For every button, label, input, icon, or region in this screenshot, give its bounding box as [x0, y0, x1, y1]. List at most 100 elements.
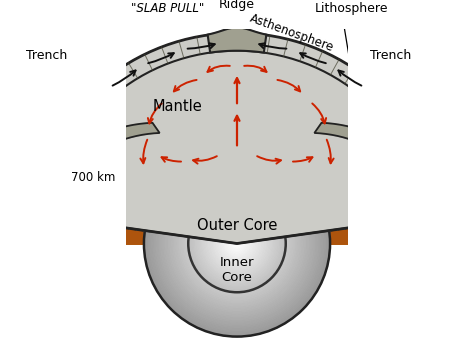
Circle shape [193, 200, 281, 288]
Wedge shape [98, 104, 376, 244]
Circle shape [201, 207, 273, 280]
Circle shape [235, 241, 239, 246]
Circle shape [218, 224, 256, 263]
Wedge shape [209, 215, 265, 244]
Wedge shape [41, 46, 433, 244]
Text: Lithosphere: Lithosphere [315, 2, 388, 15]
Wedge shape [182, 189, 292, 244]
Circle shape [209, 215, 265, 272]
Circle shape [207, 214, 267, 273]
Circle shape [212, 219, 262, 268]
Circle shape [210, 217, 264, 271]
Wedge shape [32, 38, 442, 244]
Circle shape [225, 232, 249, 255]
Wedge shape [206, 212, 268, 244]
Wedge shape [216, 223, 258, 244]
Circle shape [200, 207, 274, 280]
Circle shape [221, 228, 253, 260]
Wedge shape [203, 210, 271, 244]
Circle shape [234, 240, 240, 247]
Circle shape [192, 198, 282, 289]
Circle shape [150, 157, 324, 331]
Circle shape [218, 225, 256, 262]
Circle shape [227, 234, 247, 253]
Circle shape [202, 209, 272, 278]
Circle shape [189, 195, 285, 292]
Wedge shape [111, 118, 363, 244]
Circle shape [147, 153, 327, 333]
Circle shape [182, 189, 292, 298]
Text: Mantle: Mantle [152, 99, 202, 114]
Circle shape [228, 234, 246, 253]
Wedge shape [36, 41, 438, 244]
Wedge shape [66, 72, 408, 244]
Wedge shape [219, 225, 255, 244]
Circle shape [201, 208, 273, 279]
Wedge shape [42, 49, 432, 244]
Circle shape [209, 215, 265, 272]
Wedge shape [137, 144, 337, 244]
Wedge shape [174, 181, 300, 244]
Wedge shape [166, 173, 308, 244]
Circle shape [213, 220, 261, 267]
Text: 700 km: 700 km [71, 170, 115, 184]
Wedge shape [124, 131, 350, 244]
Circle shape [190, 196, 284, 291]
Circle shape [220, 227, 254, 260]
Circle shape [172, 178, 302, 309]
Circle shape [198, 204, 276, 283]
Circle shape [230, 236, 244, 251]
Wedge shape [129, 136, 345, 244]
Circle shape [235, 241, 239, 246]
Wedge shape [74, 81, 400, 244]
Circle shape [211, 217, 263, 269]
Circle shape [190, 197, 284, 290]
Circle shape [187, 193, 287, 294]
Circle shape [191, 198, 283, 289]
Wedge shape [106, 112, 368, 244]
Circle shape [207, 214, 267, 273]
Circle shape [173, 180, 301, 307]
Circle shape [219, 226, 255, 261]
Wedge shape [185, 191, 289, 244]
Circle shape [193, 200, 281, 287]
Wedge shape [33, 38, 441, 244]
Wedge shape [29, 36, 445, 244]
Wedge shape [40, 46, 434, 244]
Circle shape [200, 206, 274, 281]
Wedge shape [37, 44, 437, 244]
Circle shape [215, 221, 259, 266]
Wedge shape [195, 202, 279, 244]
Wedge shape [28, 33, 446, 244]
Wedge shape [58, 65, 416, 244]
Polygon shape [314, 123, 438, 187]
Wedge shape [190, 196, 284, 244]
Circle shape [231, 238, 243, 249]
Circle shape [159, 166, 315, 321]
Text: Trench: Trench [27, 49, 68, 62]
Wedge shape [214, 220, 260, 244]
Wedge shape [30, 35, 444, 244]
Wedge shape [45, 49, 429, 244]
Circle shape [179, 186, 295, 301]
Circle shape [195, 202, 279, 285]
Circle shape [198, 204, 276, 283]
Wedge shape [103, 109, 371, 244]
Wedge shape [145, 152, 329, 244]
Circle shape [169, 175, 305, 312]
Circle shape [155, 161, 319, 326]
Circle shape [164, 170, 310, 317]
Circle shape [210, 216, 264, 271]
Circle shape [227, 233, 247, 254]
Circle shape [165, 172, 309, 315]
Wedge shape [43, 48, 431, 244]
Circle shape [188, 195, 286, 292]
Wedge shape [119, 125, 355, 244]
Circle shape [191, 197, 283, 290]
Circle shape [202, 209, 272, 278]
Polygon shape [36, 123, 160, 187]
Circle shape [146, 152, 328, 335]
Circle shape [219, 226, 255, 261]
Wedge shape [161, 168, 313, 244]
Circle shape [224, 230, 250, 257]
